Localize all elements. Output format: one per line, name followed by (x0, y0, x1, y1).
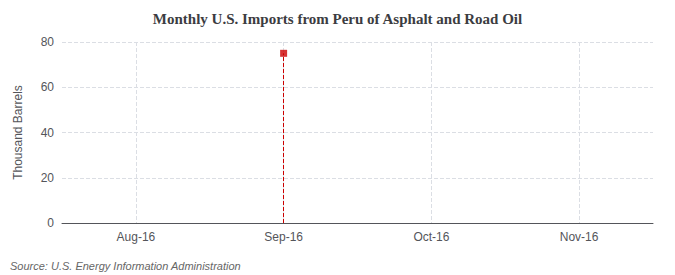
svg-text:0: 0 (47, 216, 54, 230)
svg-text:Aug-16: Aug-16 (117, 230, 156, 244)
svg-text:Oct-16: Oct-16 (413, 230, 449, 244)
svg-text:80: 80 (41, 35, 55, 49)
svg-text:Monthly U.S. Imports from Peru: Monthly U.S. Imports from Peru of Asphal… (153, 11, 522, 27)
svg-text:20: 20 (41, 171, 55, 185)
svg-text:Source: U.S. Energy Informatio: Source: U.S. Energy Information Administ… (10, 260, 241, 272)
svg-text:Nov-16: Nov-16 (560, 230, 599, 244)
svg-text:Sep-16: Sep-16 (264, 230, 303, 244)
svg-text:60: 60 (41, 80, 55, 94)
svg-text:Thousand Barrels: Thousand Barrels (11, 85, 25, 180)
svg-text:40: 40 (41, 126, 55, 140)
